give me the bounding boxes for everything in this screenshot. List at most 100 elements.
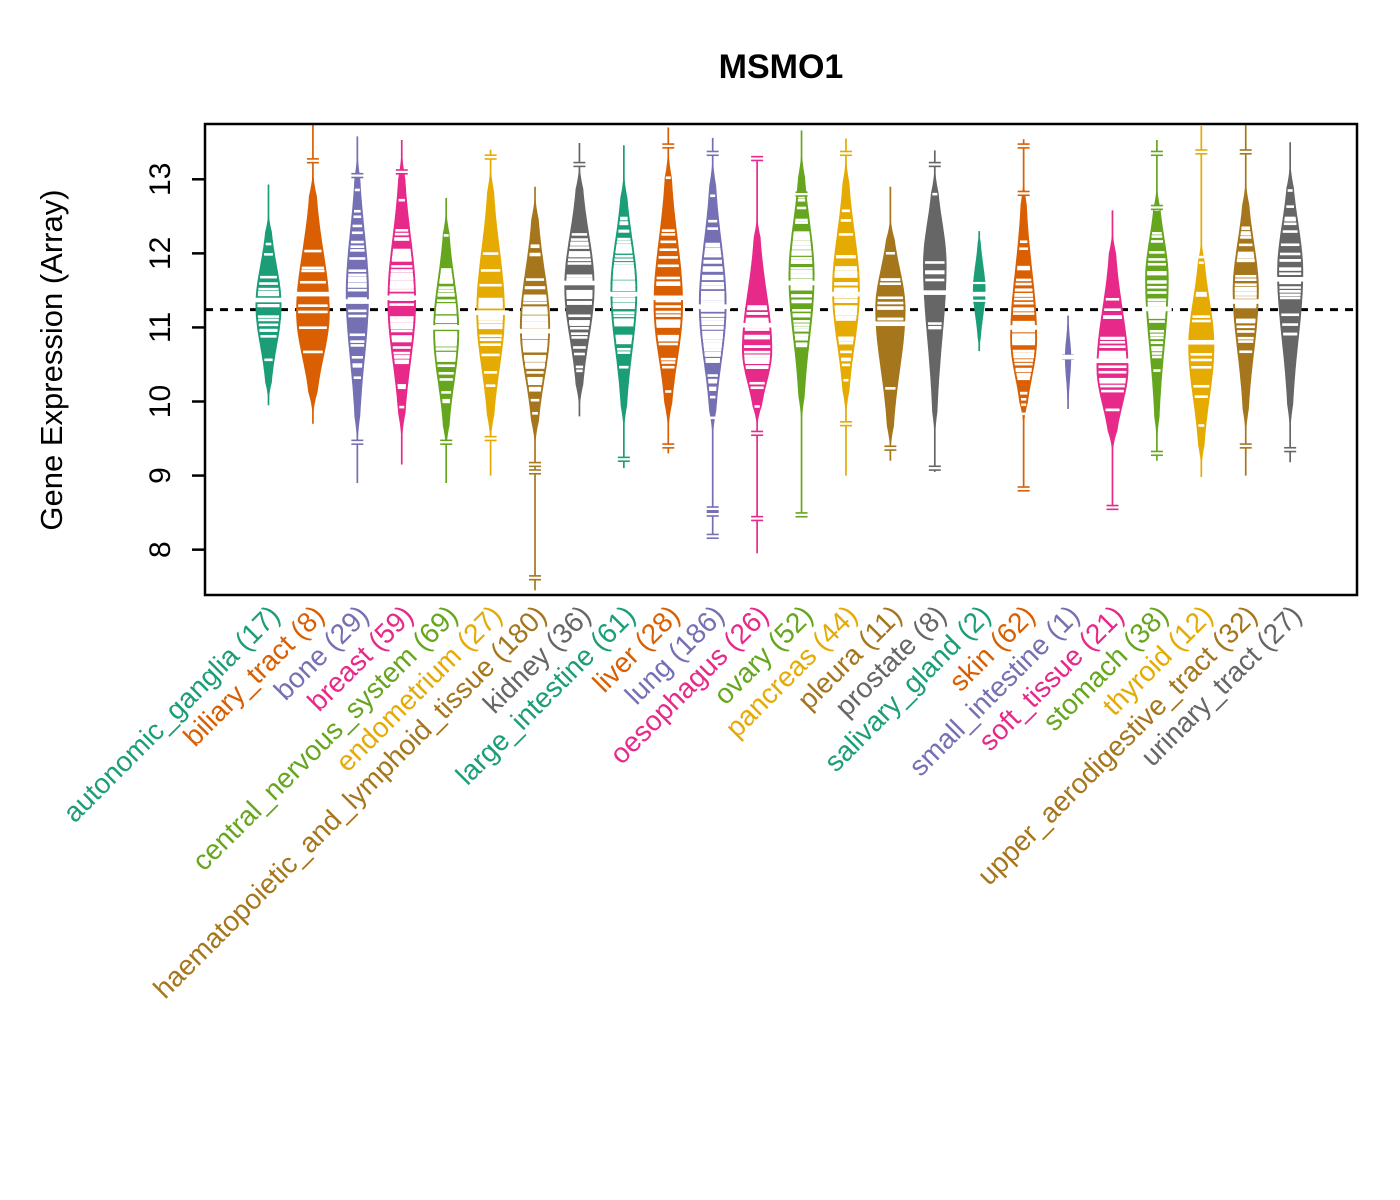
- data-point-mark: [394, 361, 409, 365]
- outlier-mark-stripe: [750, 157, 764, 160]
- outlier-mark-stripe: [350, 441, 364, 444]
- data-point-mark: [617, 351, 631, 354]
- violin-body: [564, 164, 595, 409]
- median-line: [472, 310, 509, 315]
- data-point-mark: [1238, 340, 1254, 343]
- data-point-mark: [791, 247, 812, 250]
- data-point-mark: [532, 412, 538, 415]
- data-point-mark: [928, 325, 942, 329]
- data-point-mark: [702, 336, 723, 340]
- data-point-mark: [793, 237, 811, 240]
- data-point-mark: [567, 262, 592, 265]
- data-point-mark: [1101, 389, 1124, 393]
- data-point-mark: [834, 295, 858, 299]
- data-point-mark: [703, 344, 722, 347]
- data-point-mark: [257, 315, 280, 318]
- data-point-mark: [1147, 280, 1167, 283]
- outlier-mark-stripe: [1150, 452, 1164, 455]
- data-point-mark: [1099, 350, 1126, 354]
- data-point-mark: [702, 269, 723, 272]
- outlier-mark-stripe: [972, 299, 986, 302]
- data-point-mark: [575, 365, 584, 369]
- data-point-mark: [436, 304, 456, 308]
- data-point-mark: [656, 322, 681, 325]
- data-point-mark: [613, 314, 635, 318]
- data-point-mark: [798, 195, 805, 199]
- data-point-mark: [1147, 291, 1167, 294]
- data-point-mark: [1192, 315, 1211, 318]
- outlier-mark-stripe: [395, 170, 409, 173]
- outlier-mark-stripe: [1283, 448, 1297, 451]
- data-point-mark: [351, 356, 363, 359]
- data-point-mark: [745, 317, 769, 321]
- data-point-mark: [1013, 308, 1035, 312]
- data-point-mark: [1190, 358, 1212, 362]
- outlier-mark-stripe: [883, 447, 897, 450]
- data-point-mark: [745, 365, 769, 368]
- data-point-mark: [397, 386, 406, 390]
- data-point-mark: [350, 249, 365, 252]
- data-point-mark: [438, 286, 454, 289]
- data-point-mark: [1014, 359, 1034, 362]
- data-point-mark: [353, 209, 361, 213]
- data-point-mark: [790, 284, 813, 287]
- data-point-mark: [613, 270, 635, 274]
- data-point-mark: [705, 358, 720, 362]
- data-point-mark: [392, 250, 411, 254]
- data-point-mark: [393, 351, 411, 355]
- data-point-mark: [349, 257, 366, 260]
- data-point-mark: [1147, 271, 1167, 274]
- data-point-mark: [791, 251, 812, 255]
- data-point-mark: [792, 314, 811, 318]
- data-point-mark: [1237, 330, 1255, 333]
- data-point-mark: [435, 317, 457, 321]
- data-point-mark: [350, 245, 365, 249]
- violin-body: [972, 231, 986, 350]
- data-point-mark: [744, 345, 771, 348]
- data-point-mark: [1099, 340, 1126, 344]
- data-point-mark: [522, 335, 548, 339]
- data-point-mark: [570, 243, 589, 246]
- data-point-mark: [478, 302, 503, 305]
- data-point-mark: [436, 352, 457, 356]
- data-point-mark: [1237, 253, 1254, 257]
- data-point-mark: [795, 344, 808, 348]
- data-point-mark: [925, 278, 945, 282]
- data-point-mark: [1237, 336, 1254, 340]
- data-point-mark: [566, 292, 593, 296]
- data-point-mark: [877, 307, 904, 310]
- data-point-mark: [1194, 395, 1208, 398]
- data-point-mark: [797, 198, 806, 202]
- data-point-mark: [655, 310, 681, 314]
- data-point-mark: [701, 277, 724, 281]
- median-line: [649, 295, 687, 301]
- data-point-mark: [793, 232, 810, 236]
- data-point-mark: [397, 384, 407, 387]
- outlier-mark-stripe: [706, 507, 720, 511]
- data-point-mark: [656, 325, 680, 328]
- outlier-mark-stripe: [306, 159, 320, 162]
- data-point-mark: [704, 349, 722, 352]
- data-point-mark: [390, 326, 413, 330]
- data-point-mark: [1016, 374, 1031, 378]
- data-point-mark: [700, 295, 725, 299]
- data-point-mark: [661, 361, 676, 364]
- violin-body: [653, 149, 683, 432]
- median-line: [1142, 306, 1172, 312]
- data-point-mark: [1148, 313, 1166, 317]
- data-point-mark: [1196, 291, 1207, 295]
- data-point-mark: [615, 339, 632, 342]
- data-point-mark: [710, 416, 716, 420]
- outlier-mark-stripe: [795, 193, 809, 196]
- median-line: [515, 328, 555, 334]
- data-point-mark: [665, 176, 671, 180]
- data-point-mark: [298, 326, 327, 330]
- median-line: [1060, 354, 1076, 360]
- data-point-mark: [566, 294, 593, 298]
- data-point-mark: [1279, 293, 1301, 297]
- data-point-mark: [792, 245, 812, 249]
- data-point-mark: [790, 273, 813, 277]
- data-point-mark: [1148, 320, 1165, 323]
- data-point-mark: [1016, 372, 1031, 376]
- data-point-mark: [522, 309, 548, 312]
